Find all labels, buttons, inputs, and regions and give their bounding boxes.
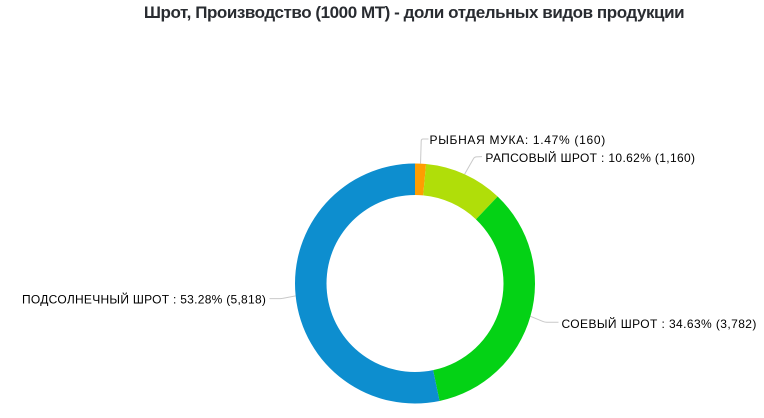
- svg-text:РАПСОВЫЙ ШРОТ : 10.62% (1,160): РАПСОВЫЙ ШРОТ : 10.62% (1,160): [485, 150, 695, 165]
- svg-text:ПОДСОЛНЕЧНЫЙ ШРОТ : 53.28% (5,: ПОДСОЛНЕЧНЫЙ ШРОТ : 53.28% (5,818): [22, 291, 266, 306]
- svg-text:РЫБНАЯ МУКА: 1.47% (160): РЫБНАЯ МУКА: 1.47% (160): [430, 133, 606, 147]
- svg-text:СОЕВЫЙ ШРОТ : 34.63% (3,782): СОЕВЫЙ ШРОТ : 34.63% (3,782): [562, 316, 757, 331]
- svg-text:Шрот, Производство (1000 МТ) -: Шрот, Производство (1000 МТ) - доли отде…: [144, 3, 684, 22]
